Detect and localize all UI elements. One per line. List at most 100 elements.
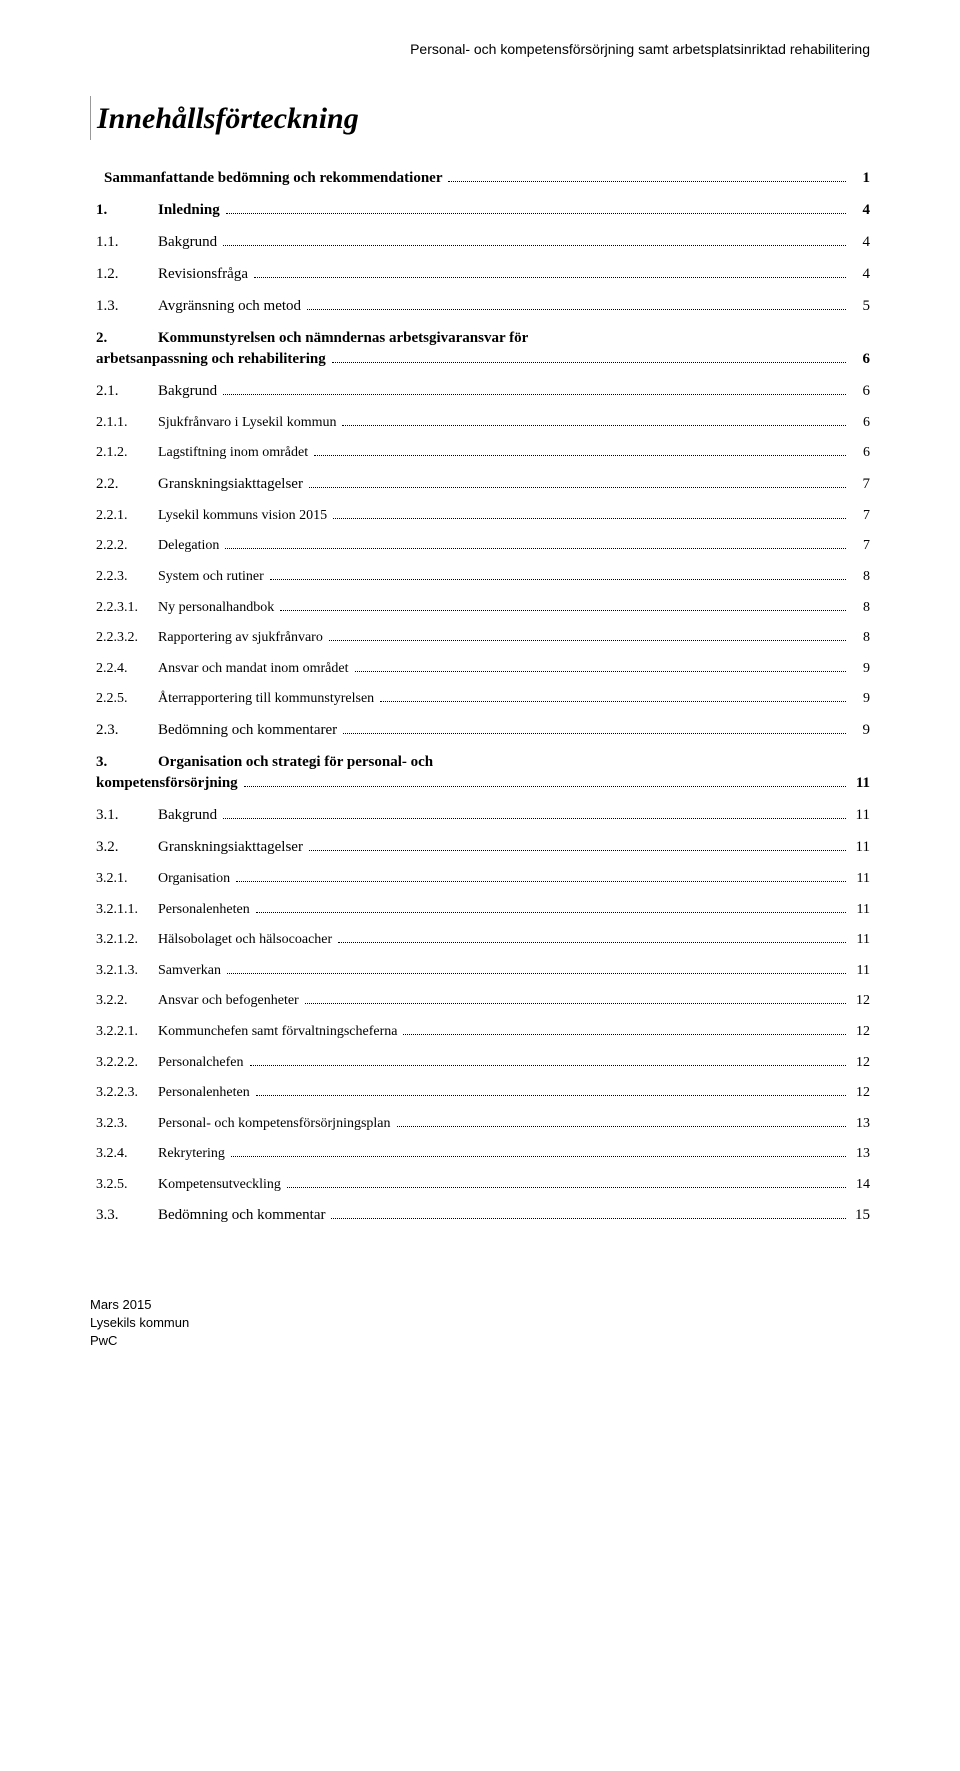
toc-leader	[254, 277, 846, 278]
toc-leader	[343, 733, 846, 734]
toc-leader	[329, 640, 846, 641]
toc-leader	[307, 309, 846, 310]
toc-page: 7	[848, 506, 870, 526]
toc-number: 3.2.3.	[96, 1114, 158, 1134]
toc-label: Granskningsiakttagelser	[158, 837, 307, 858]
toc-page: 12	[848, 1053, 870, 1073]
document-title: Innehållsförteckning	[90, 96, 870, 140]
toc-entry[interactable]: 2.2.3.System och rutiner8	[96, 567, 870, 587]
toc-leader	[448, 181, 846, 182]
toc-number: 2.2.	[96, 474, 158, 495]
toc-entry[interactable]: 2.2.1.Lysekil kommuns vision 20157	[96, 506, 870, 526]
toc-number: 2.	[96, 328, 158, 349]
toc-number: 3.2.4.	[96, 1144, 158, 1164]
toc-label: Bedömning och kommentarer	[158, 720, 341, 741]
toc-entry[interactable]: 2.1.1.Sjukfrånvaro i Lysekil kommun6	[96, 413, 870, 433]
toc-number: 3.2.1.2.	[96, 930, 158, 950]
toc-label: Delegation	[158, 536, 223, 556]
toc-page: 11	[848, 869, 870, 889]
toc-label: Bakgrund	[158, 805, 221, 826]
toc-entry[interactable]: 2.2.3.1.Ny personalhandbok8	[96, 598, 870, 618]
toc-label: Lagstiftning inom området	[158, 443, 312, 463]
toc-label: Sammanfattande bedömning och rekommendat…	[104, 168, 446, 189]
toc-label: Bakgrund	[158, 381, 221, 402]
toc-page: 13	[848, 1144, 870, 1164]
toc-entry[interactable]: 3.3.Bedömning och kommentar15	[96, 1205, 870, 1226]
toc-label: Kompetensutveckling	[158, 1175, 285, 1195]
toc-entry[interactable]: 1.1.Bakgrund4	[96, 232, 870, 253]
toc-entry[interactable]: 2.3.Bedömning och kommentarer9	[96, 720, 870, 741]
toc-page: 6	[848, 349, 870, 370]
toc-number: 3.	[96, 752, 158, 773]
toc-leader	[256, 912, 846, 913]
toc-entry[interactable]: 1.2.Revisionsfråga4	[96, 264, 870, 285]
toc-leader	[338, 942, 846, 943]
toc-leader	[309, 487, 846, 488]
toc-leader	[287, 1187, 846, 1188]
toc-entry[interactable]: 1.Inledning4	[96, 200, 870, 221]
toc-entry[interactable]: 3.2.5.Kompetensutveckling14	[96, 1175, 870, 1195]
toc-leader	[225, 548, 846, 549]
toc-entry[interactable]: 1.3.Avgränsning och metod5	[96, 296, 870, 317]
toc-page: 11	[848, 773, 870, 794]
toc-number: 3.2.1.	[96, 869, 158, 889]
toc-entry[interactable]: 3.2.1.Organisation11	[96, 869, 870, 889]
toc-entry[interactable]: 3.2.2.2.Personalchefen12	[96, 1053, 870, 1073]
toc-label: Kommunchefen samt förvaltningscheferna	[158, 1022, 401, 1042]
toc-leader	[380, 701, 846, 702]
toc-entry[interactable]: 3.2.2.Ansvar och befogenheter12	[96, 991, 870, 1011]
toc-entry[interactable]: 3.2.3.Personal- och kompetensförsörjning…	[96, 1114, 870, 1134]
table-of-contents: Sammanfattande bedömning och rekommendat…	[90, 168, 870, 1227]
toc-number: 3.1.	[96, 805, 158, 826]
toc-number: 2.2.5.	[96, 689, 158, 709]
toc-label: Lysekil kommuns vision 2015	[158, 506, 331, 526]
toc-entry[interactable]: 3.2.1.1.Personalenheten11	[96, 900, 870, 920]
toc-entry[interactable]: 2.2.3.2.Rapportering av sjukfrånvaro8	[96, 628, 870, 648]
toc-page: 6	[848, 413, 870, 433]
toc-page: 9	[848, 689, 870, 709]
toc-page: 11	[848, 961, 870, 981]
toc-entry[interactable]: 3.2.2.1.Kommunchefen samt förvaltningsch…	[96, 1022, 870, 1042]
toc-entry[interactable]: 2.2.Granskningsiakttagelser7	[96, 474, 870, 495]
toc-number: 2.2.3.	[96, 567, 158, 587]
toc-entry[interactable]: 3.2.Granskningsiakttagelser11	[96, 837, 870, 858]
toc-entry[interactable]: 3.2.1.2.Hälsobolaget och hälsocoacher11	[96, 930, 870, 950]
toc-label: Sjukfrånvaro i Lysekil kommun	[158, 413, 340, 433]
toc-page: 14	[848, 1175, 870, 1195]
toc-number: 2.2.3.1.	[96, 598, 158, 618]
toc-label: Ny personalhandbok	[158, 598, 278, 618]
toc-entry[interactable]: Sammanfattande bedömning och rekommendat…	[96, 168, 870, 189]
toc-page: 11	[848, 805, 870, 826]
toc-page: 12	[848, 1083, 870, 1103]
toc-entry[interactable]: 2.1.2.Lagstiftning inom området6	[96, 443, 870, 463]
toc-entry[interactable]: 3.Organisation och strategi för personal…	[96, 752, 870, 794]
toc-entry[interactable]: 2.Kommunstyrelsen och nämndernas arbetsg…	[96, 328, 870, 370]
toc-entry[interactable]: 2.1.Bakgrund 6	[96, 381, 870, 402]
toc-leader	[309, 850, 846, 851]
toc-label: Personalchefen	[158, 1053, 248, 1073]
toc-number: 3.2.2.3.	[96, 1083, 158, 1103]
toc-number: 3.2.1.3.	[96, 961, 158, 981]
toc-leader	[227, 973, 846, 974]
toc-page: 6	[848, 381, 870, 402]
toc-leader	[305, 1003, 846, 1004]
toc-page: 4	[848, 264, 870, 285]
toc-leader	[355, 671, 846, 672]
toc-number: 1.	[96, 200, 158, 221]
toc-page: 7	[848, 474, 870, 495]
toc-entry[interactable]: 2.2.4.Ansvar och mandat inom området9	[96, 659, 870, 679]
toc-page: 7	[848, 536, 870, 556]
toc-number: 2.1.	[96, 381, 158, 402]
toc-entry[interactable]: 3.2.1.3.Samverkan11	[96, 961, 870, 981]
toc-leader	[397, 1126, 846, 1127]
toc-entry[interactable]: 3.2.4.Rekrytering13	[96, 1144, 870, 1164]
toc-entry[interactable]: 3.1.Bakgrund 11	[96, 805, 870, 826]
toc-label: Bedömning och kommentar	[158, 1205, 329, 1226]
toc-entry[interactable]: 2.2.2.Delegation7	[96, 536, 870, 556]
toc-number: 1.2.	[96, 264, 158, 285]
toc-page: 8	[848, 628, 870, 648]
toc-page: 12	[848, 991, 870, 1011]
toc-leader	[231, 1156, 846, 1157]
toc-entry[interactable]: 2.2.5.Återrapportering till kommunstyrel…	[96, 689, 870, 709]
toc-entry[interactable]: 3.2.2.3.Personalenheten12	[96, 1083, 870, 1103]
